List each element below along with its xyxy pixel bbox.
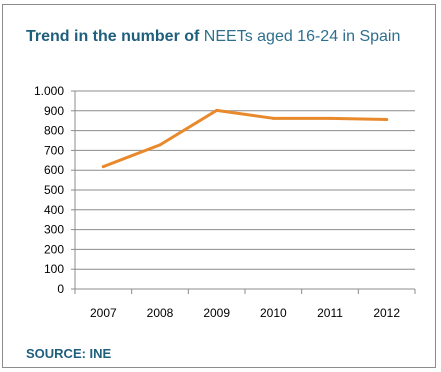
chart-title-bold: Trend in the number of (26, 28, 200, 45)
y-tick-label: 400 (44, 203, 64, 217)
chart-frame (2, 4, 436, 368)
data-point (271, 116, 275, 120)
x-tick-label: 2007 (90, 306, 117, 320)
series-line (101, 108, 389, 169)
data-point (328, 116, 332, 120)
y-tick-label: 0 (57, 282, 64, 296)
x-tick-label: 2011 (317, 306, 343, 320)
x-axis: 2007 2008 2009 2010 2011 2012 (74, 289, 416, 320)
y-tick-label: 800 (44, 124, 64, 138)
data-point (385, 118, 389, 122)
x-tick-label: 2008 (147, 306, 174, 320)
y-tick-label: 500 (44, 183, 64, 197)
y-tick-label: 600 (44, 163, 64, 177)
x-tick-label: 2010 (260, 306, 287, 320)
data-point (215, 108, 219, 112)
source-note: SOURCE: INE (26, 346, 112, 361)
x-tick-label: 2012 (373, 306, 400, 320)
gridlines (75, 90, 415, 290)
y-tick-label: 300 (44, 223, 64, 237)
y-axis: 0 100 200 300 400 500 600 700 800 900 1.000 (34, 84, 76, 296)
data-point (158, 143, 162, 147)
y-tick-label: 1.000 (34, 84, 64, 98)
y-tick-label: 700 (44, 143, 64, 157)
y-tick-label: 100 (44, 262, 64, 276)
y-tick-label: 900 (44, 104, 64, 118)
y-tick-label: 200 (44, 242, 64, 256)
series-group (101, 108, 389, 169)
x-tick-label: 2009 (203, 306, 230, 320)
chart-title: Trend in the number of NEETs aged 16-24 … (26, 26, 406, 47)
data-point (101, 165, 105, 169)
chart-title-rest: NEETs aged 16-24 in Spain (203, 28, 401, 45)
